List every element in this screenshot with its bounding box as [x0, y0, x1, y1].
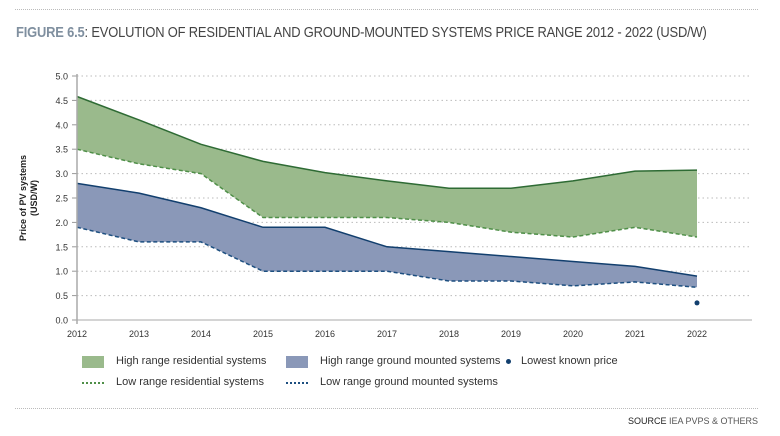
- line-res-high: [76, 95, 698, 189]
- legend-dot-lowest: [506, 359, 511, 364]
- x-tick-label: 2017: [377, 329, 397, 339]
- x-tick-label: 2018: [439, 329, 459, 339]
- x-tick-label: 2013: [129, 329, 149, 339]
- x-tick-label: 2020: [563, 329, 583, 339]
- legend-res-low: Low range residential systems: [116, 376, 264, 388]
- y-axis-label: Price of PV systems: [18, 155, 28, 241]
- legend-line-res-low: [82, 382, 104, 384]
- x-tick-label: 2016: [315, 329, 335, 339]
- chart: 0.0 0.5 1.0 1.5 2.0 2.5 3.0 3.5 4.0 4.5 5.0 2012 201…: [18, 72, 752, 339]
- y-tick-label: 2.0: [55, 218, 68, 228]
- x-tick-label: 2014: [191, 329, 211, 339]
- lowest-price-point: [694, 300, 700, 306]
- line-gm-low: [76, 226, 698, 289]
- legend-lowest: Lowest known price: [521, 355, 618, 367]
- source-note: SOURCE IEA PVPS & OTHERS: [627, 416, 758, 426]
- x-tick-label: 2021: [625, 329, 645, 339]
- y-tick-label: 3.5: [55, 145, 68, 155]
- y-tick-label: 1.0: [55, 267, 68, 277]
- x-tick-label: 2022: [687, 329, 707, 339]
- line-gm-high: [76, 182, 698, 277]
- line-res-low: [76, 148, 698, 238]
- x-tick-label: 2015: [253, 329, 273, 339]
- legend-res-high: High range residential systems: [116, 355, 267, 367]
- legend-swatch-res-high: [82, 356, 104, 368]
- area-ground-mounted: [77, 183, 697, 288]
- y-tick-label: 4.0: [55, 120, 68, 130]
- y-tick-label: 2.5: [55, 194, 68, 204]
- y-tick-label: 0.5: [55, 291, 68, 301]
- y-tick-label: 0.0: [55, 316, 68, 326]
- y-tick-label: 3.0: [55, 169, 68, 179]
- y-tick-label: 1.5: [55, 242, 68, 252]
- x-tick-label: 2012: [67, 329, 87, 339]
- figure-title: FIGURE 6.5: EVOLUTION OF RESIDENTIAL AND…: [16, 24, 707, 41]
- legend-line-gm-low: [286, 382, 308, 384]
- legend-gm-high: High range ground mounted systems: [320, 355, 501, 367]
- y-tick-label: 5.0: [55, 72, 68, 82]
- y-tick-label: 4.5: [55, 96, 68, 106]
- y-axis-label-unit: (USD/W): [29, 180, 39, 216]
- top-divider: [15, 9, 758, 10]
- legend-gm-low: Low range ground mounted systems: [320, 376, 498, 388]
- x-tick-label: 2019: [501, 329, 521, 339]
- legend-swatch-gm-high: [286, 356, 308, 368]
- area-residential: [77, 96, 697, 238]
- bottom-divider: [15, 408, 758, 409]
